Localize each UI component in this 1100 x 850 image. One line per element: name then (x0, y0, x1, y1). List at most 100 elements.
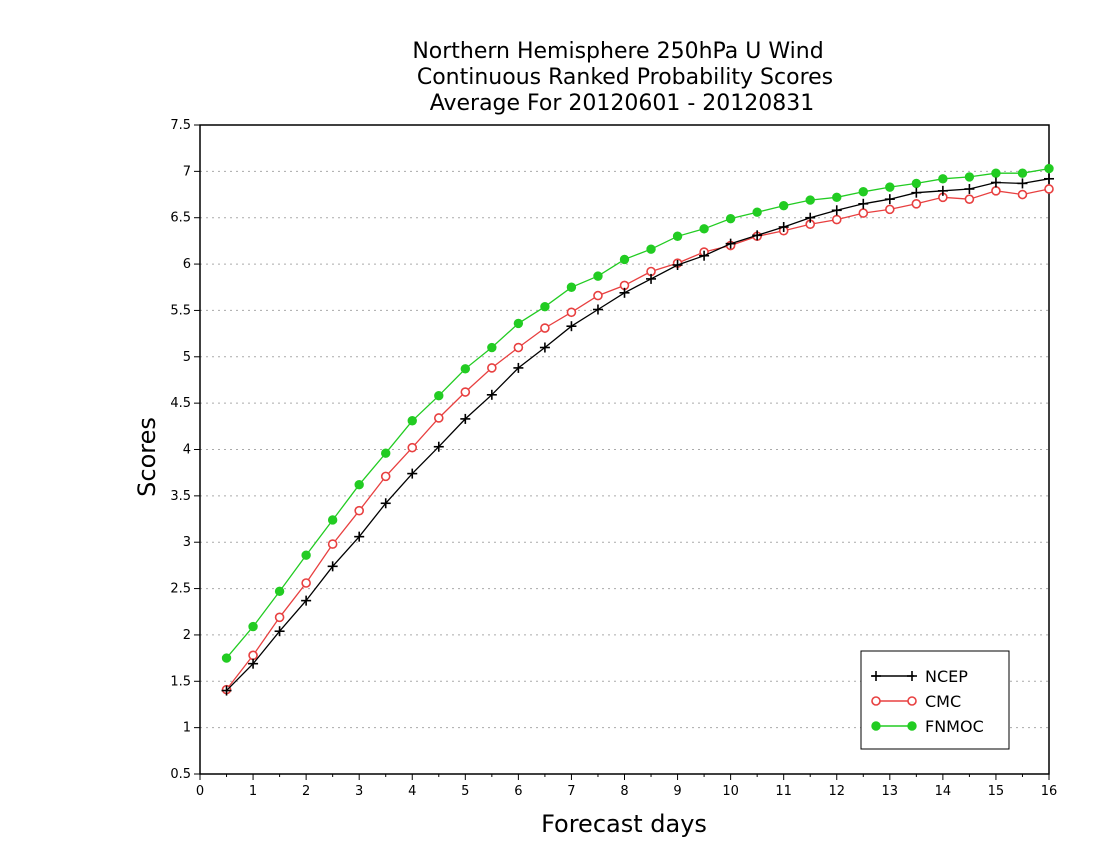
series-fnmoc-point (991, 168, 1001, 178)
series-fnmoc-point (381, 448, 391, 458)
series-ncep-point (964, 183, 975, 194)
y-tick-label: 4 (183, 443, 191, 458)
legend-item-cmc: CMC (871, 692, 961, 711)
y-tick-label: 4.5 (170, 396, 191, 411)
x-tick-label: 15 (988, 784, 1005, 799)
legend-cmc-point (871, 696, 881, 706)
legend-box (860, 650, 1010, 750)
x-tick-label: 14 (935, 784, 952, 799)
series-ncep-point (539, 342, 550, 353)
series-fnmoc-point (566, 282, 577, 292)
series-fnmoc-point (885, 182, 895, 192)
series-cmc-point (1017, 189, 1028, 200)
legend-cmc-point (907, 696, 917, 706)
series-ncep-point (699, 250, 710, 261)
chart-title-line-1: Northern Hemisphere 250hPa U Wind (412, 39, 823, 64)
series-fnmoc (221, 163, 1054, 663)
series-fnmoc-point (487, 342, 497, 353)
series-ncep-point (380, 498, 391, 509)
series-fnmoc-point (646, 244, 656, 254)
series-cmc-point (831, 214, 842, 225)
series-cmc-point (540, 323, 550, 333)
legend: NCEP CMC FNMOC (860, 650, 1010, 750)
series-cmc-point (248, 650, 258, 661)
y-tick-label: 3.5 (170, 489, 191, 504)
y-tick-label: 0.5 (170, 767, 191, 782)
series-cmc-point (991, 186, 1001, 196)
series-ncep-point (407, 468, 418, 479)
series-fnmoc-point (752, 207, 762, 217)
series-fnmoc-point (778, 200, 789, 211)
series-fnmoc-point (1044, 163, 1054, 174)
series-cmc-point (301, 578, 311, 588)
series-cmc-point (327, 539, 338, 549)
series-fnmoc-point (327, 515, 338, 525)
series-ncep-point (486, 389, 497, 400)
series-fnmoc-point (699, 224, 709, 234)
series-ncep-point (778, 221, 789, 232)
series-ncep-point (672, 259, 683, 270)
series-cmc-point (964, 194, 975, 204)
series-ncep-point (513, 362, 524, 373)
series-ncep-point (274, 626, 285, 637)
series-cmc-point (407, 442, 418, 453)
series-ncep-point (619, 287, 630, 298)
series-layer (221, 163, 1054, 696)
series-fnmoc-point (1017, 168, 1028, 178)
legend-label-ncep: NCEP (925, 667, 968, 686)
x-axis-title: Forecast days (541, 810, 707, 838)
series-ncep (221, 173, 1054, 696)
series-cmc-point (513, 342, 524, 353)
x-tick-label: 5 (461, 784, 469, 799)
legend-item-ncep: NCEP (871, 667, 968, 686)
series-cmc-point (593, 290, 603, 301)
series-ncep-point (990, 177, 1001, 188)
series-cmc-point (354, 505, 364, 516)
y-tick-label: 1 (183, 721, 191, 736)
series-cmc-point (911, 199, 922, 209)
series-fnmoc-line (226, 167, 1050, 659)
y-tick-label: 7 (183, 164, 191, 179)
legend-label-cmc: CMC (925, 692, 961, 711)
series-ncep-point (1044, 173, 1054, 184)
series-ncep-point (592, 304, 603, 315)
x-tick-label: 12 (828, 784, 845, 799)
series-cmc-point (460, 387, 471, 397)
series-ncep-point (805, 212, 816, 223)
series-cmc-point (885, 204, 895, 215)
x-tick-label: 4 (408, 784, 416, 799)
series-fnmoc-point (858, 187, 868, 197)
series-cmc-line (225, 188, 1050, 690)
series-ncep-point (301, 595, 312, 606)
series-fnmoc-point (221, 653, 232, 663)
x-tick-label: 2 (302, 784, 310, 799)
series-fnmoc-point (513, 318, 524, 329)
series-fnmoc-point (911, 178, 922, 189)
series-fnmoc-point (805, 195, 815, 205)
series-fnmoc-point (964, 172, 975, 182)
x-tick-label: 13 (882, 784, 899, 799)
x-tick-label: 1 (249, 784, 257, 799)
series-ncep-point (327, 561, 338, 572)
legend-fnmoc-point (907, 721, 917, 731)
series-fnmoc-point (540, 302, 550, 312)
series-cmc (221, 184, 1054, 695)
x-tick-label: 16 (1041, 784, 1058, 799)
series-ncep-point (221, 685, 232, 696)
series-fnmoc-point (460, 364, 471, 374)
x-tick-label: 9 (673, 784, 681, 799)
series-fnmoc-point (672, 231, 683, 241)
series-cmc-point (380, 471, 391, 482)
series-ncep-point (752, 230, 763, 241)
series-ncep-point (354, 531, 365, 542)
x-tick-label: 8 (620, 784, 628, 799)
y-tick-label: 5.5 (170, 303, 191, 318)
y-tick-label: 2.5 (170, 582, 191, 597)
y-tick-label: 3 (183, 535, 191, 550)
legend-label-fnmoc: FNMOC (925, 717, 984, 736)
series-ncep-point (1017, 178, 1028, 189)
legend-fnmoc-point (871, 721, 881, 731)
series-cmc-point (858, 208, 869, 218)
x-tick-label: 3 (355, 784, 363, 799)
